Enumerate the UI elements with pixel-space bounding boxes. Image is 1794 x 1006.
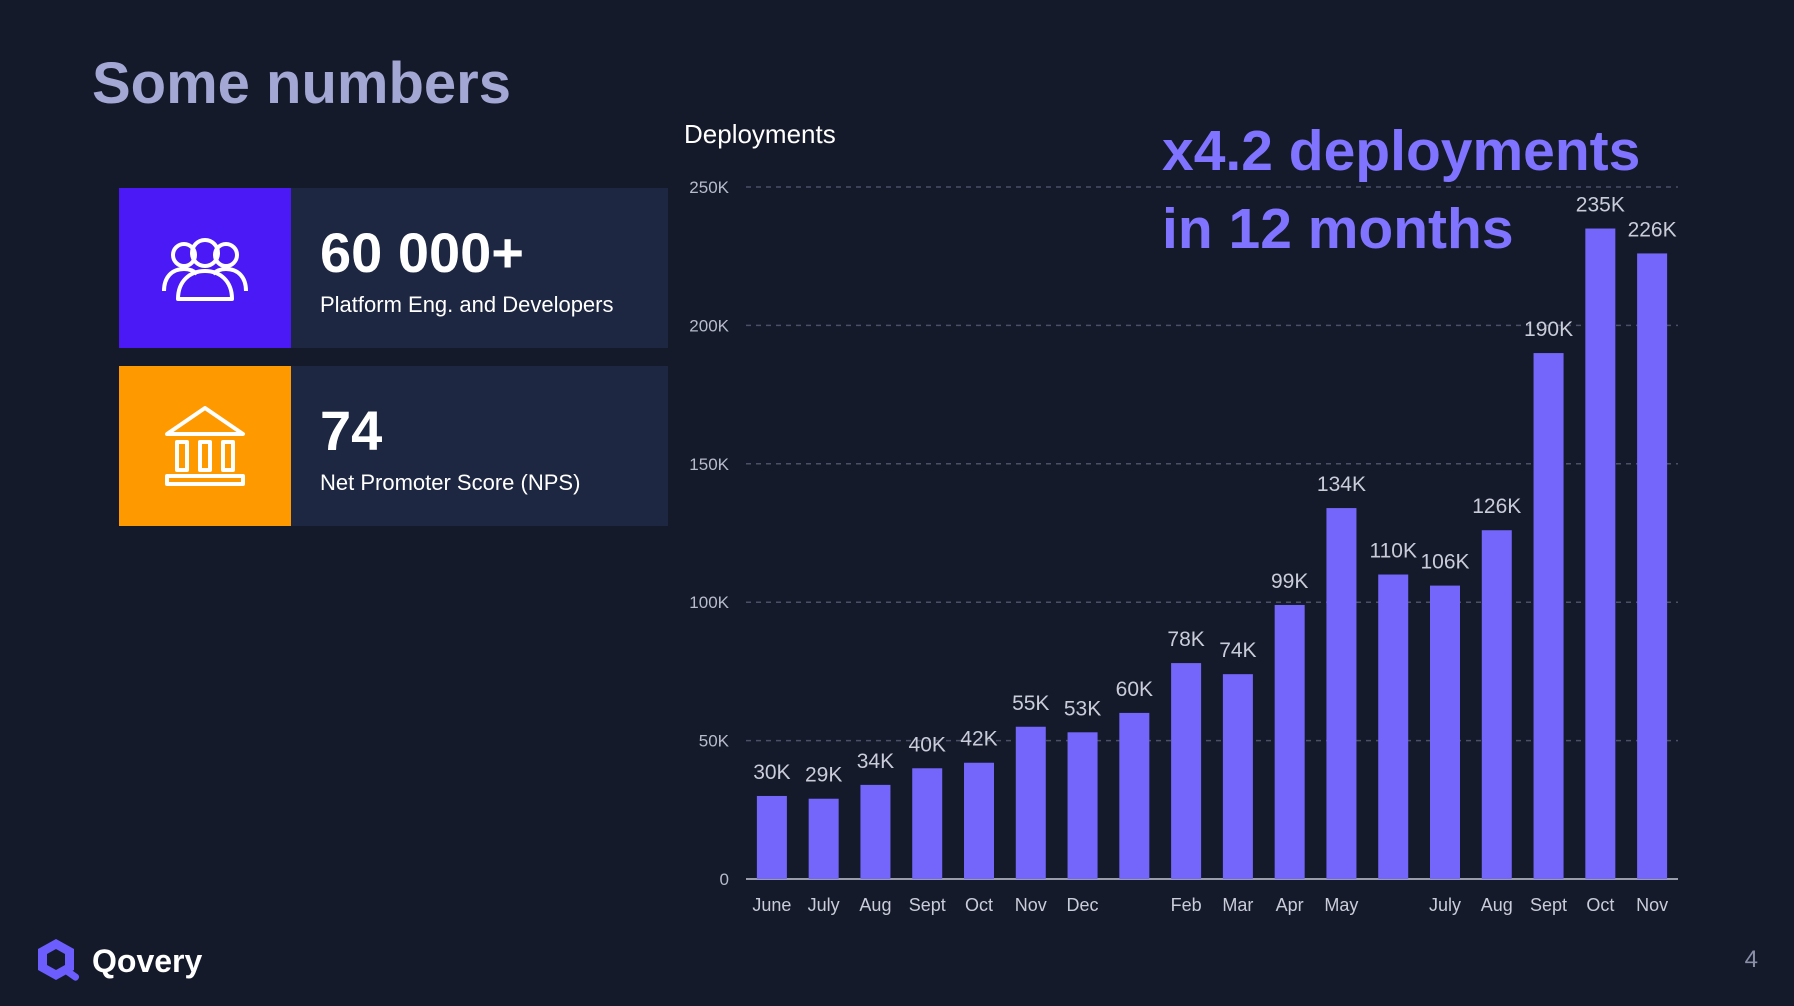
- stat-text: 60 000+ Platform Eng. and Developers: [291, 188, 614, 348]
- stat-label: Net Promoter Score (NPS): [320, 470, 581, 495]
- brand-name: Qovery: [92, 942, 203, 979]
- data-label: 106K: [1420, 551, 1469, 574]
- x-tick-label: June: [752, 895, 791, 915]
- data-label: 99K: [1271, 570, 1308, 593]
- x-tick-label: Aug: [1481, 895, 1513, 915]
- highlight-line-2: in 12 months: [1162, 197, 1514, 261]
- x-tick-label: Nov: [1015, 895, 1047, 915]
- x-tick-label: Aug: [859, 895, 891, 915]
- bar: [964, 762, 994, 879]
- x-tick-label: Mar: [1222, 895, 1253, 915]
- brand-logo: Qovery: [34, 936, 202, 986]
- chart-title: Deployments: [684, 119, 836, 149]
- x-tick-label: July: [1429, 895, 1461, 915]
- bar: [1222, 674, 1253, 879]
- stat-value: 60 000+: [320, 221, 524, 284]
- bar: [1533, 353, 1564, 880]
- bar: [1637, 253, 1668, 879]
- bar: [756, 795, 787, 879]
- data-label: 53K: [1064, 697, 1101, 720]
- data-label: 55K: [1012, 692, 1049, 715]
- page-title: Some numbers: [92, 51, 511, 116]
- stat-text: 74 Net Promoter Score (NPS): [291, 366, 580, 526]
- qovery-logo-icon: [38, 939, 80, 981]
- y-tick-label: 250K: [689, 178, 729, 197]
- growth-highlight: x4.2 deployments in 12 months: [1162, 112, 1640, 268]
- x-tick-label: Sept: [909, 895, 946, 915]
- data-label: 78K: [1167, 628, 1204, 651]
- bar: [860, 784, 891, 879]
- data-label: 226K: [1628, 218, 1677, 241]
- y-tick-label: 100K: [689, 593, 729, 612]
- stat-icon-box: [119, 366, 291, 526]
- data-label: 74K: [1219, 639, 1256, 662]
- bar: [1274, 604, 1305, 879]
- x-tick-label: Oct: [965, 895, 993, 915]
- data-label: 110K: [1369, 540, 1417, 563]
- data-label: 126K: [1472, 495, 1521, 518]
- x-tick-label: Apr: [1276, 895, 1304, 915]
- y-tick-label: 0: [720, 870, 729, 889]
- bar: [1171, 663, 1202, 879]
- data-label: 190K: [1524, 318, 1573, 341]
- y-tick-label: 50K: [699, 732, 730, 751]
- bar: [1378, 574, 1409, 879]
- x-tick-label: Sept: [1530, 895, 1567, 915]
- y-tick-label: 150K: [689, 455, 729, 474]
- bar: [1326, 508, 1357, 879]
- x-tick-label: Nov: [1636, 895, 1668, 915]
- data-label: 134K: [1317, 473, 1366, 496]
- bar: [808, 798, 839, 879]
- bar: [912, 768, 943, 879]
- page-number: 4: [1744, 946, 1758, 973]
- data-label: 60K: [1116, 678, 1153, 701]
- data-label: 40K: [909, 733, 946, 756]
- bar: [1067, 732, 1098, 879]
- stat-label: Platform Eng. and Developers: [320, 292, 614, 317]
- bar: [1015, 726, 1046, 879]
- x-tick-label: Dec: [1067, 895, 1099, 915]
- bank-icon: [165, 406, 245, 486]
- y-tick-label: 200K: [689, 316, 729, 335]
- bar: [1481, 530, 1512, 879]
- bar: [1585, 228, 1616, 879]
- x-tick-label: July: [808, 895, 840, 915]
- stat-icon-box: [119, 188, 291, 348]
- users-icon: [162, 238, 248, 301]
- x-tick-label: Oct: [1586, 895, 1614, 915]
- data-label: 42K: [960, 728, 997, 751]
- stat-card-users: 60 000+ Platform Eng. and Developers: [119, 188, 668, 348]
- bar: [1119, 712, 1150, 879]
- highlight-line-1: x4.2 deployments: [1162, 119, 1641, 183]
- stat-value: 74: [320, 399, 383, 462]
- stat-card-nps: 74 Net Promoter Score (NPS): [119, 366, 668, 526]
- bar: [1430, 585, 1460, 879]
- x-tick-label: Feb: [1171, 895, 1202, 915]
- x-tick-label: May: [1324, 895, 1358, 915]
- data-label: 29K: [805, 764, 842, 787]
- data-label: 235K: [1576, 194, 1625, 217]
- data-label: 34K: [857, 750, 894, 773]
- data-label: 30K: [753, 761, 790, 784]
